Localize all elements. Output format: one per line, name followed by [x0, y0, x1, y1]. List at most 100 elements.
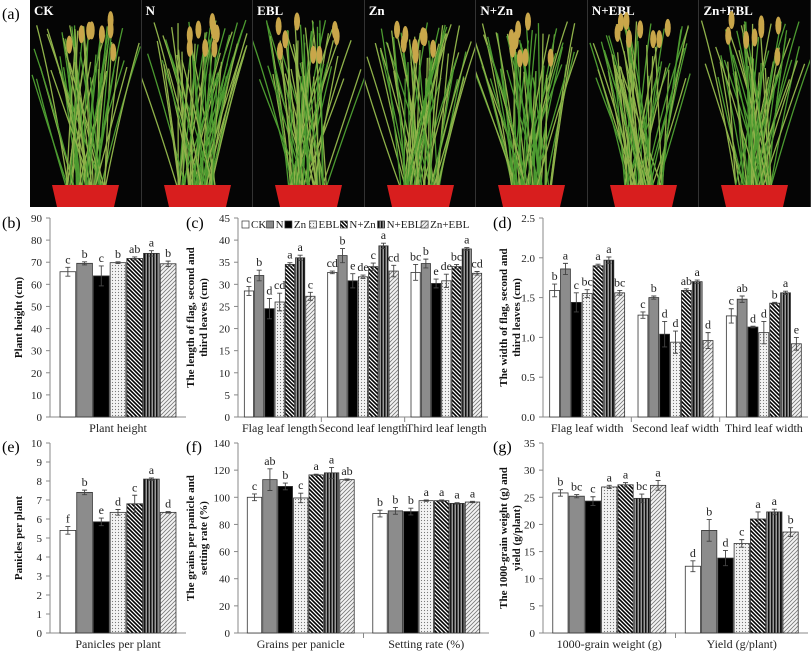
- panel-label-f: (f): [186, 439, 202, 456]
- y-tick-label: 0: [225, 412, 231, 424]
- error-bar: [750, 325, 756, 329]
- y-axis-title: Plant height (cm): [13, 277, 25, 359]
- panel-label-c: (c): [186, 215, 204, 232]
- significance-letter: d: [705, 318, 711, 332]
- significance-letter: a: [607, 470, 613, 484]
- y-tick-label: 10: [524, 574, 536, 586]
- bar-n: [648, 297, 660, 418]
- plant-photo-row: CK N EBL Zn N+Zn N+EBL Zn+EBL: [30, 0, 811, 207]
- error-bar: [132, 494, 138, 513]
- y-axis-title: The 1000-grain weight (g) andyield (g/pl…: [498, 467, 523, 609]
- photo-label: N: [145, 3, 155, 18]
- significance-letter: e: [794, 322, 799, 336]
- bar-zn: [93, 521, 110, 634]
- error-bar: [423, 258, 429, 269]
- error-bar: [297, 254, 303, 261]
- significance-letter: a: [470, 486, 476, 500]
- panel-label-b: (b): [2, 215, 21, 232]
- error-bar: [771, 508, 777, 516]
- y-tick-label: 40: [219, 235, 231, 247]
- chart-panel-e: (e) 0 1 2 3 4 5 6 7 8 9 10 Panicles per plant Panicle…: [2, 438, 186, 651]
- significance-letter: c: [739, 525, 744, 539]
- bar-ck: [59, 530, 77, 634]
- error-bar: [617, 289, 623, 296]
- error-bar: [557, 489, 563, 497]
- bar-ebl: [293, 497, 309, 634]
- bar-n-zn: [451, 266, 462, 418]
- bar-n-ebl: [780, 292, 791, 418]
- photo-label: CK: [34, 3, 54, 18]
- bar-ck: [725, 315, 737, 418]
- error-bar: [705, 332, 711, 349]
- significance-letter: a: [563, 248, 569, 262]
- significance-letter: c: [574, 278, 579, 292]
- error-bar: [391, 264, 397, 278]
- bar-n-zn: [617, 484, 634, 634]
- significance-letter: a: [287, 248, 293, 262]
- significance-letter: b: [165, 246, 171, 260]
- bar-zn: [584, 500, 602, 634]
- significance-letter: cd: [471, 257, 482, 271]
- error-bar: [307, 291, 313, 301]
- category-label: Second leaf width: [632, 421, 719, 435]
- error-bar: [344, 478, 350, 481]
- error-bar: [115, 509, 121, 516]
- category-label: Plant height: [89, 421, 147, 435]
- error-bar: [606, 484, 612, 490]
- bar-n-ebl: [603, 259, 615, 418]
- bar-zn-ebl: [782, 531, 799, 634]
- significance-letter: cd: [388, 250, 399, 264]
- category-label: Third leaf length: [406, 421, 487, 435]
- significance-letter: c: [308, 277, 313, 291]
- significance-letter: e: [433, 264, 438, 278]
- error-bar: [377, 509, 383, 518]
- y-tick-label: 2: [37, 590, 43, 602]
- bar-zn-ebl: [159, 511, 177, 634]
- significance-letter: ab: [736, 281, 747, 295]
- error-bar: [266, 298, 272, 320]
- pot-icon: [163, 185, 231, 207]
- plant-illustration: [701, 11, 811, 207]
- bar-n: [736, 298, 748, 418]
- bar-zn: [403, 511, 419, 634]
- y-tick-label: 1.0: [521, 332, 535, 344]
- bar-n-ebl: [691, 281, 703, 418]
- panel-label-d: (d): [493, 215, 512, 232]
- error-bar: [82, 489, 88, 496]
- plant-photo-ebl: EBL: [253, 0, 365, 207]
- category-label: Flag leaf length: [242, 421, 317, 435]
- y-tick-label: 0: [530, 628, 536, 640]
- y-tick-label: 0: [225, 628, 231, 640]
- legend-swatch: [266, 220, 274, 229]
- significance-letter: a: [329, 452, 335, 466]
- legend-label: EBL: [319, 219, 340, 231]
- significance-letter: d: [722, 535, 728, 549]
- significance-letter: a: [695, 265, 701, 279]
- error-bar: [574, 494, 580, 499]
- significance-letter: c: [640, 297, 645, 311]
- significance-letter: b: [392, 492, 398, 506]
- legend-label: N+EBL: [387, 219, 422, 231]
- error-bar: [606, 256, 612, 264]
- significance-letter: d: [750, 311, 756, 325]
- bar-ebl: [418, 500, 434, 634]
- error-bar: [651, 295, 657, 300]
- error-bar: [552, 283, 558, 298]
- error-bar: [562, 262, 568, 275]
- y-tick-label: 1: [37, 609, 43, 621]
- significance-letter: bc: [614, 275, 625, 289]
- y-tick-label: 30: [219, 279, 231, 291]
- bar-n: [568, 495, 585, 634]
- photo-label: Zn+EBL: [703, 3, 753, 18]
- error-bar: [639, 493, 645, 504]
- significance-letter: c: [298, 478, 303, 492]
- error-bar: [683, 288, 689, 293]
- error-bar: [454, 263, 460, 270]
- y-tick-label: 20: [524, 519, 536, 531]
- bar-n: [701, 530, 718, 634]
- bar-n-zn: [126, 503, 143, 634]
- significance-letter: a: [783, 276, 789, 290]
- bar-zn: [747, 326, 759, 418]
- category-label: Second leaf length: [318, 421, 407, 435]
- error-bar: [761, 321, 767, 345]
